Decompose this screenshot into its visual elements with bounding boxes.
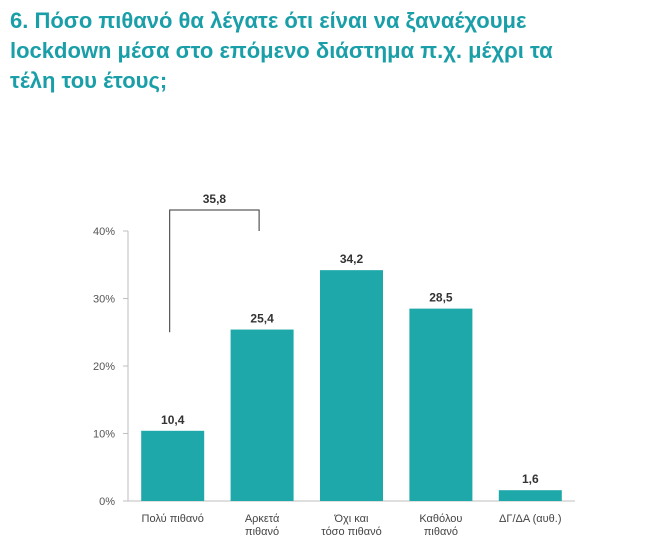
bracket-annotation — [169, 209, 260, 333]
y-tick-label: 10% — [93, 429, 115, 441]
bar-value-label: 28,5 — [429, 291, 453, 305]
x-category-label: Όχι και — [334, 513, 370, 525]
x-category-label: Καθόλου — [419, 513, 462, 525]
bracket-value-label: 35,8 — [203, 192, 227, 206]
chart-title: 6. Πόσο πιθανό θα λέγατε ότι είναι να ξα… — [10, 6, 655, 96]
bar — [320, 270, 383, 501]
x-category-label: Πολύ πιθανό — [142, 513, 204, 525]
x-category-label: Αρκετά — [245, 513, 280, 525]
title-line-3: τέλη του έτους; — [10, 68, 168, 93]
bar-value-label: 1,6 — [522, 472, 539, 486]
bar — [498, 490, 562, 501]
x-category-label: τόσο πιθανό — [321, 526, 382, 538]
bar — [409, 308, 473, 501]
y-tick-label: 20% — [93, 361, 115, 373]
x-category-label: πιθανό — [424, 526, 458, 538]
y-tick-label: 40% — [93, 226, 115, 238]
x-category-label: πιθανό — [245, 526, 279, 538]
bar — [230, 329, 294, 501]
y-tick-label: 30% — [93, 294, 115, 306]
title-line-2: lockdown μέσα στο επόμενο διάστημα π.χ. … — [10, 38, 553, 63]
bar — [141, 430, 205, 501]
bar-value-label: 25,4 — [250, 312, 274, 326]
bar-value-label: 10,4 — [161, 413, 185, 427]
title-line-1: 6. Πόσο πιθανό θα λέγατε ότι είναι να ξα… — [10, 8, 527, 33]
y-tick-label: 0% — [99, 496, 115, 508]
bar-value-label: 34,2 — [340, 252, 364, 266]
x-category-label: ΔΓ/ΔΑ (αυθ.) — [499, 513, 561, 525]
